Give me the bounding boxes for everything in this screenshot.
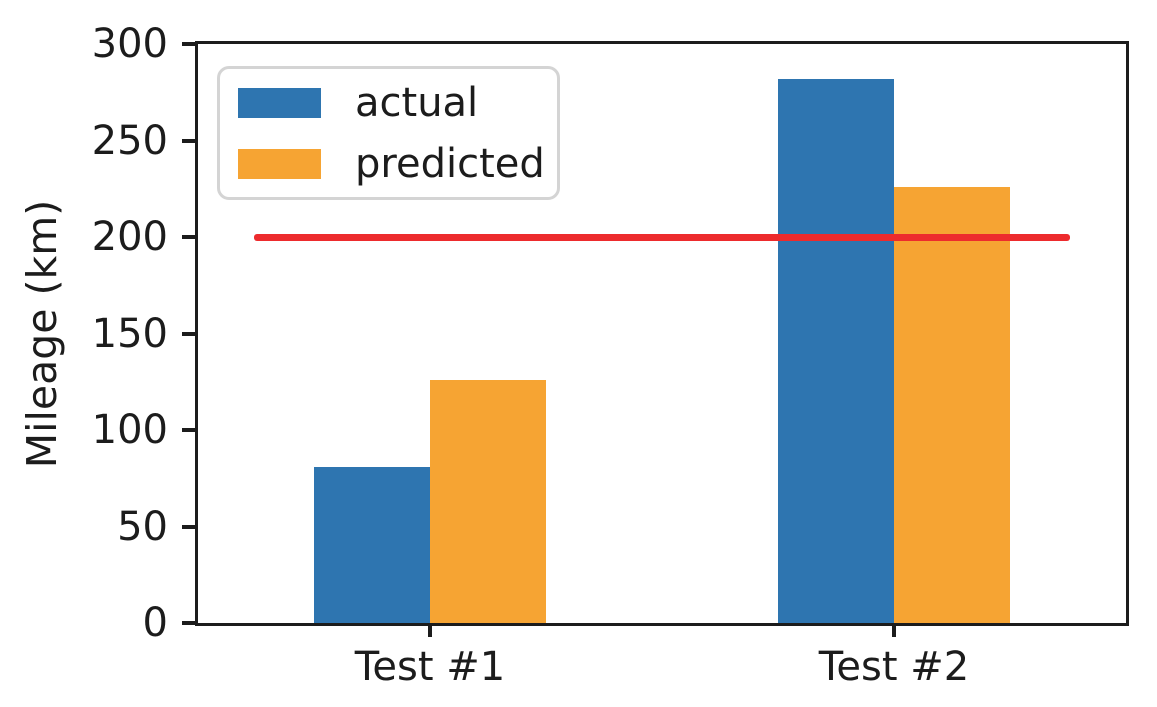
legend-swatch-predicted bbox=[238, 148, 321, 179]
x-tick-label: Test #1 bbox=[354, 644, 506, 690]
bar-actual-2 bbox=[778, 78, 894, 623]
bar-actual-1 bbox=[314, 466, 430, 623]
y-tick-mark bbox=[182, 524, 198, 529]
y-tick-mark bbox=[182, 621, 198, 625]
y-tick-mark bbox=[182, 138, 198, 143]
bar-predicted-1 bbox=[430, 379, 546, 623]
y-tick-label: 50 bbox=[117, 503, 168, 550]
reference-line bbox=[253, 233, 1071, 241]
y-tick-label: 300 bbox=[91, 21, 168, 67]
y-tick-label: 250 bbox=[91, 117, 168, 164]
x-tick-mark bbox=[892, 623, 896, 637]
y-tick-mark bbox=[182, 428, 198, 432]
legend: actual predicted bbox=[217, 66, 560, 200]
y-tick-mark bbox=[182, 235, 198, 239]
legend-item-actual: actual bbox=[238, 73, 543, 132]
y-tick-label: 0 bbox=[142, 600, 168, 646]
legend-item-predicted: predicted bbox=[238, 134, 545, 193]
y-tick-mark bbox=[182, 42, 198, 46]
y-tick-label: 200 bbox=[91, 214, 168, 260]
legend-label-predicted: predicted bbox=[355, 140, 545, 187]
legend-label-actual: actual bbox=[355, 79, 479, 126]
y-tick-mark bbox=[182, 331, 198, 336]
x-tick-mark bbox=[428, 623, 432, 637]
bar-predicted-2 bbox=[894, 186, 1010, 623]
y-tick-label: 100 bbox=[91, 407, 168, 453]
y-tick-label: 150 bbox=[91, 310, 168, 357]
x-tick-label: Test #2 bbox=[818, 644, 970, 690]
legend-swatch-actual bbox=[238, 87, 321, 118]
